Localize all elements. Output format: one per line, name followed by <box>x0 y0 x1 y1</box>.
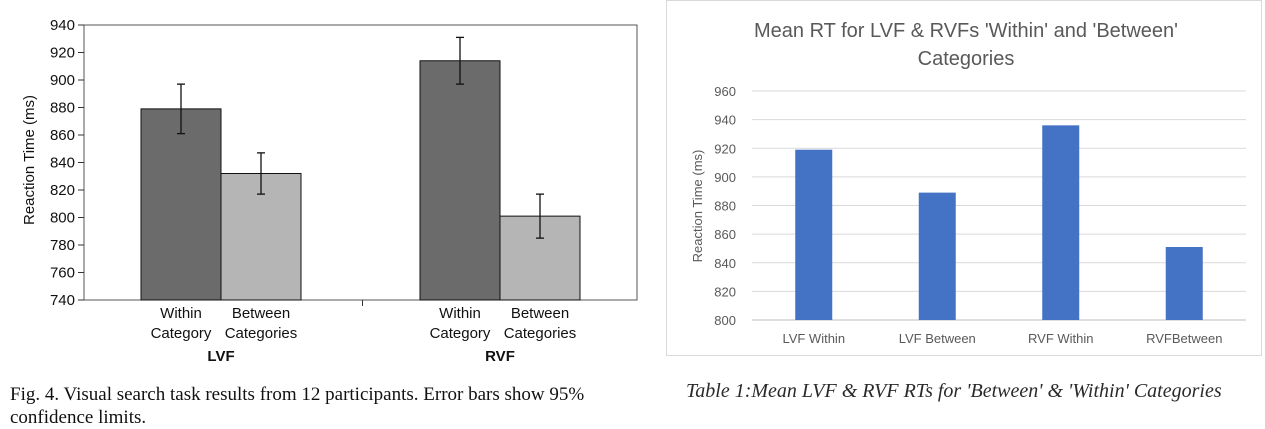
chart-title-line-2: Categories <box>918 48 1015 70</box>
left-y-tick-label: 920 <box>50 45 75 62</box>
right-category-label: LVF Between <box>899 331 976 346</box>
left-category-label: Category <box>151 325 212 342</box>
right-y-tick-label: 940 <box>714 113 736 128</box>
left-category-label: Within <box>160 305 202 322</box>
right-y-tick-label: 920 <box>714 141 736 156</box>
left-category-label: Between <box>232 305 290 322</box>
right-figure-caption: Table 1:Mean LVF & RVF RTs for 'Between'… <box>686 380 1222 402</box>
left-y-tick-label: 840 <box>50 155 75 172</box>
left-y-tick-label: 860 <box>50 127 75 144</box>
right-y-tick-label: 900 <box>714 170 736 185</box>
left-category-label: Between <box>511 305 569 322</box>
left-y-tick-label: 760 <box>50 265 75 282</box>
right-y-tick-label: 880 <box>714 199 736 214</box>
right-bar <box>1042 125 1080 320</box>
left-y-tick-label: 940 <box>50 17 75 34</box>
right-y-tick-label: 960 <box>714 84 736 99</box>
left-y-axis-label: Reaction Time (ms) <box>21 95 38 225</box>
left-y-tick-label: 780 <box>50 237 75 254</box>
left-y-tick-label: 740 <box>50 292 75 309</box>
right-y-axis-label: Reaction Time (ms) <box>690 150 705 263</box>
right-category-label: RVF Within <box>1028 331 1094 346</box>
right-y-tick-label: 800 <box>714 313 736 328</box>
left-figure-caption: Fig. 4. Visual search task results from … <box>10 384 585 428</box>
left-category-label: Categories <box>225 325 298 342</box>
left-bar <box>140 108 222 301</box>
left-group-label: LVF <box>207 348 234 365</box>
right-y-tick-label: 820 <box>714 284 736 299</box>
left-group-label: RVF <box>485 348 515 365</box>
left-category-label: Category <box>430 325 491 342</box>
right-bar <box>1165 247 1203 320</box>
left-bar <box>419 60 501 301</box>
right-y-tick-label: 860 <box>714 227 736 242</box>
left-y-tick-label: 880 <box>50 100 75 117</box>
visual-search-bar-chart: Reaction Time (ms) 740 760 780 800 820 840 860… <box>21 17 638 365</box>
right-category-label: RVFBetween <box>1146 331 1222 346</box>
left-y-tick-label: 820 <box>50 182 75 199</box>
right-bar <box>918 192 956 320</box>
chart-title-line-1: Mean RT for LVF & RVFs 'Within' and 'Bet… <box>754 20 1178 42</box>
mean-rt-bar-chart: Mean RT for LVF & RVFs 'Within' and 'Bet… <box>666 0 1262 356</box>
chart-area-border <box>666 0 1262 356</box>
right-y-tick-label: 840 <box>714 256 736 271</box>
left-category-label: Categories <box>504 325 577 342</box>
right-bar <box>795 149 833 320</box>
left-y-tick-label: 800 <box>50 210 75 227</box>
left-category-label: Within <box>439 305 481 322</box>
left-y-tick-label: 900 <box>50 72 75 89</box>
right-category-label: LVF Within <box>782 331 845 346</box>
